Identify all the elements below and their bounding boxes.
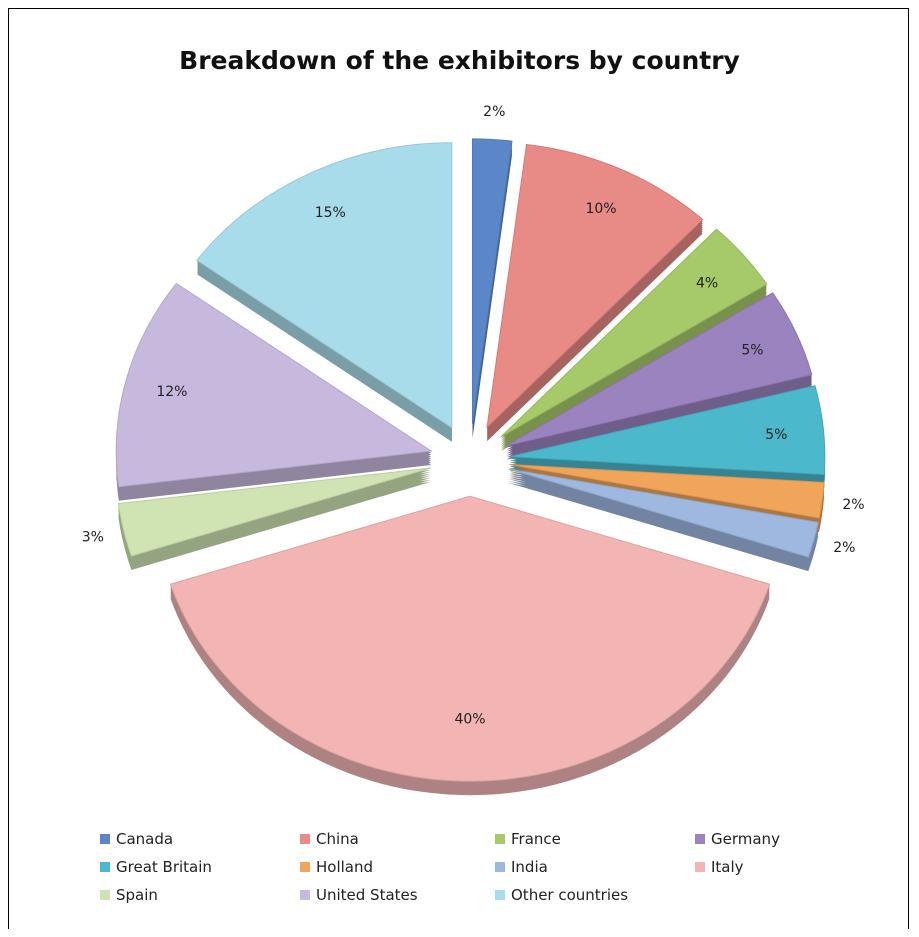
legend: Canada China France Germany Great Britain Hol… (100, 830, 840, 904)
legend-label: France (511, 830, 561, 848)
legend-item-spain: Spain (100, 886, 300, 904)
legend-swatch-germany (695, 834, 705, 844)
data-label-france: 4% (696, 276, 718, 292)
data-label-canada: 2% (483, 104, 505, 120)
data-label-great-britain: 5% (765, 427, 787, 443)
legend-item-other-countries: Other countries (495, 886, 695, 904)
legend-item-canada: Canada (100, 830, 300, 848)
pie-slice-italy (169, 495, 771, 782)
legend-swatch-united-states (300, 890, 310, 900)
legend-swatch-china (300, 834, 310, 844)
legend-item-holland: Holland (300, 858, 495, 876)
data-label-india: 2% (833, 540, 855, 556)
data-label-spain: 3% (82, 529, 104, 545)
legend-swatch-france (495, 834, 505, 844)
legend-swatch-great-britain (100, 862, 110, 872)
legend-item-france: France (495, 830, 695, 848)
data-label-holland: 2% (842, 497, 864, 513)
legend-label: Germany (711, 830, 780, 848)
legend-item-great-britain: Great Britain (100, 858, 300, 876)
legend-label: Italy (711, 858, 744, 876)
pie-slice-china (486, 143, 704, 429)
legend-swatch-other-countries (495, 890, 505, 900)
data-label-other-countries: 15% (315, 205, 346, 221)
pie-slice-france (500, 228, 768, 438)
legend-swatch-italy (695, 862, 705, 872)
legend-swatch-canada (100, 834, 110, 844)
data-label-united-states: 12% (156, 384, 187, 400)
legend-label: Other countries (511, 886, 629, 904)
legend-item-china: China (300, 830, 495, 848)
legend-swatch-spain (100, 890, 110, 900)
legend-item-italy: Italy (695, 858, 840, 876)
legend-label: Spain (116, 886, 158, 904)
data-label-china: 10% (585, 201, 616, 217)
legend-item-germany: Germany (695, 830, 840, 848)
pie-slice-holland (509, 464, 825, 519)
data-label-italy: 40% (454, 711, 485, 727)
legend-label: China (316, 830, 359, 848)
pie-slice-side-india (508, 471, 819, 572)
legend-label: Holland (316, 858, 374, 876)
legend-swatch-holland (300, 862, 310, 872)
pie-slice-spain (117, 467, 432, 557)
pie-slice-germany (506, 292, 813, 447)
legend-label: Canada (116, 830, 174, 848)
legend-item-united-states: United States (300, 886, 495, 904)
pie-slice-united-states (115, 282, 433, 488)
legend-label: United States (316, 886, 418, 904)
pie-slice-other-countries (196, 142, 453, 429)
pie-slice-india (508, 468, 819, 558)
data-label-germany: 5% (741, 342, 763, 358)
legend-swatch-india (495, 862, 505, 872)
pie-slice-depth-holland (509, 468, 825, 522)
pie-slice-great-britain (509, 385, 826, 476)
legend-label: Great Britain (116, 858, 212, 876)
chart-title: Breakdown of the exhibitors by country (179, 46, 740, 75)
pie-slice-canada (472, 138, 513, 424)
legend-item-india: India (495, 858, 695, 876)
pie-slice-depth-holland (509, 466, 825, 520)
legend-label: India (511, 858, 548, 876)
